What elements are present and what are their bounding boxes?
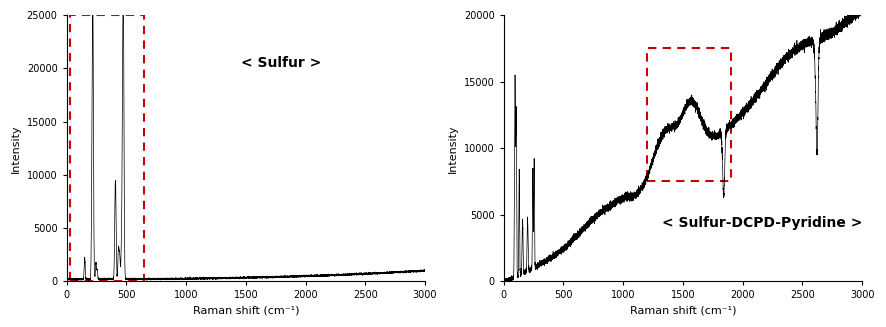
X-axis label: Raman shift (cm⁻¹): Raman shift (cm⁻¹) [630,306,736,316]
X-axis label: Raman shift (cm⁻¹): Raman shift (cm⁻¹) [192,306,299,316]
Bar [70,15,144,281]
Bar [647,48,731,181]
Text: < Sulfur-DCPD-Pyridine >: < Sulfur-DCPD-Pyridine > [662,216,862,230]
Y-axis label: Intensity: Intensity [12,124,21,173]
Text: < Sulfur >: < Sulfur > [242,56,322,70]
Y-axis label: Intensity: Intensity [448,124,458,173]
